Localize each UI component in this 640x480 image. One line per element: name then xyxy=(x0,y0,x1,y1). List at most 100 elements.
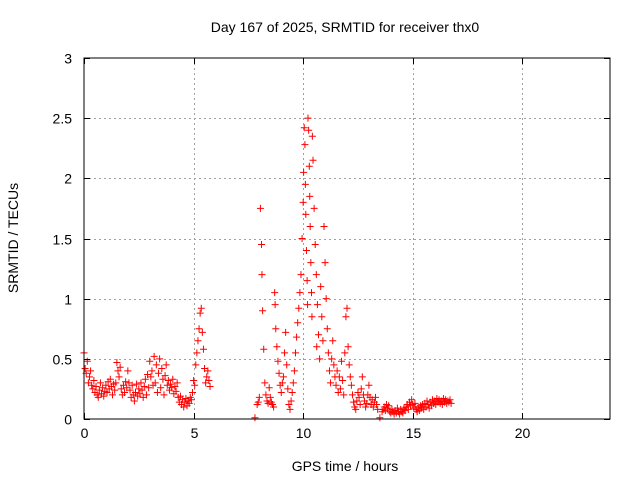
data-point xyxy=(146,357,154,365)
data-point xyxy=(106,375,114,383)
data-point xyxy=(348,391,356,399)
data-point xyxy=(338,357,346,365)
x-tick-label: 0 xyxy=(81,425,89,441)
data-point xyxy=(255,393,263,401)
data-point xyxy=(181,398,189,406)
data-point xyxy=(301,141,309,149)
data-point xyxy=(160,391,168,399)
data-point xyxy=(137,379,145,387)
data-point xyxy=(271,301,279,309)
x-tick-label: 15 xyxy=(406,425,422,441)
data-point xyxy=(133,380,141,388)
data-point xyxy=(262,391,270,399)
data-point xyxy=(355,393,363,401)
data-point xyxy=(353,397,361,405)
data-point xyxy=(287,397,295,405)
data-point xyxy=(159,375,167,383)
data-point xyxy=(341,349,349,357)
data-point xyxy=(163,381,171,389)
data-point xyxy=(446,396,454,404)
data-point xyxy=(264,399,272,407)
data-point xyxy=(385,402,393,410)
data-point xyxy=(322,295,330,303)
data-point xyxy=(83,357,91,365)
data-point xyxy=(350,398,358,406)
data-point xyxy=(187,396,195,404)
data-point xyxy=(306,222,314,230)
axis-ticks: 0 5 10 15 20 0 0.5 1 1.5 2 2.5 3 xyxy=(53,51,610,441)
data-point xyxy=(270,403,278,411)
data-point xyxy=(285,401,293,409)
data-point xyxy=(195,325,203,333)
data-point xyxy=(150,352,158,360)
data-point xyxy=(304,114,312,122)
data-point xyxy=(305,126,313,134)
data-point xyxy=(206,383,214,391)
data-point xyxy=(411,399,419,407)
data-point xyxy=(167,380,175,388)
data-point xyxy=(188,389,196,397)
data-point xyxy=(325,367,333,375)
data-point xyxy=(121,389,129,397)
data-point xyxy=(279,373,287,381)
data-point xyxy=(401,407,409,415)
data-point xyxy=(198,328,206,336)
data-point xyxy=(344,343,352,351)
data-point xyxy=(190,376,198,384)
data-point xyxy=(329,337,337,345)
data-point xyxy=(173,379,181,387)
data-point xyxy=(408,396,416,404)
data-point xyxy=(293,333,301,341)
data-point xyxy=(161,372,169,380)
data-point xyxy=(254,398,262,406)
data-point xyxy=(128,381,136,389)
data-point xyxy=(315,331,323,339)
data-point xyxy=(398,408,406,416)
data-point xyxy=(423,397,431,405)
x-axis-label: GPS time / hours xyxy=(292,458,399,474)
data-point xyxy=(347,381,355,389)
data-point xyxy=(176,392,184,400)
data-point xyxy=(100,392,108,400)
data-point xyxy=(192,361,200,369)
data-point xyxy=(358,373,366,381)
data-point xyxy=(180,403,188,411)
data-point xyxy=(138,386,146,394)
data-point xyxy=(204,367,212,375)
data-point xyxy=(308,313,316,321)
data-point xyxy=(90,376,98,384)
y-tick-label: 0.5 xyxy=(53,352,73,368)
data-point xyxy=(147,373,155,381)
data-point xyxy=(115,373,123,381)
data-point xyxy=(307,259,315,267)
data-point xyxy=(152,361,160,369)
x-tick-label: 20 xyxy=(515,425,531,441)
data-point xyxy=(126,386,134,394)
data-point xyxy=(324,349,332,357)
data-point xyxy=(266,393,274,401)
data-point xyxy=(404,405,412,413)
data-point xyxy=(168,384,176,392)
data-point xyxy=(113,358,121,366)
data-point xyxy=(334,389,342,397)
data-point xyxy=(308,132,316,140)
data-point xyxy=(162,361,170,369)
data-point xyxy=(288,389,296,397)
y-tick-label: 2 xyxy=(64,171,72,187)
data-point xyxy=(141,375,149,383)
data-point xyxy=(185,399,193,407)
data-point xyxy=(313,301,321,309)
data-point xyxy=(114,367,122,375)
data-point xyxy=(317,283,325,291)
data-point xyxy=(393,404,401,412)
data-point xyxy=(283,361,291,369)
data-point xyxy=(339,376,347,384)
data-point xyxy=(81,364,89,372)
data-point xyxy=(371,393,379,401)
data-point xyxy=(298,235,306,242)
data-point xyxy=(88,381,96,389)
data-point xyxy=(203,373,211,381)
data-point xyxy=(258,271,266,279)
data-point xyxy=(164,376,172,384)
data-point xyxy=(194,337,202,345)
